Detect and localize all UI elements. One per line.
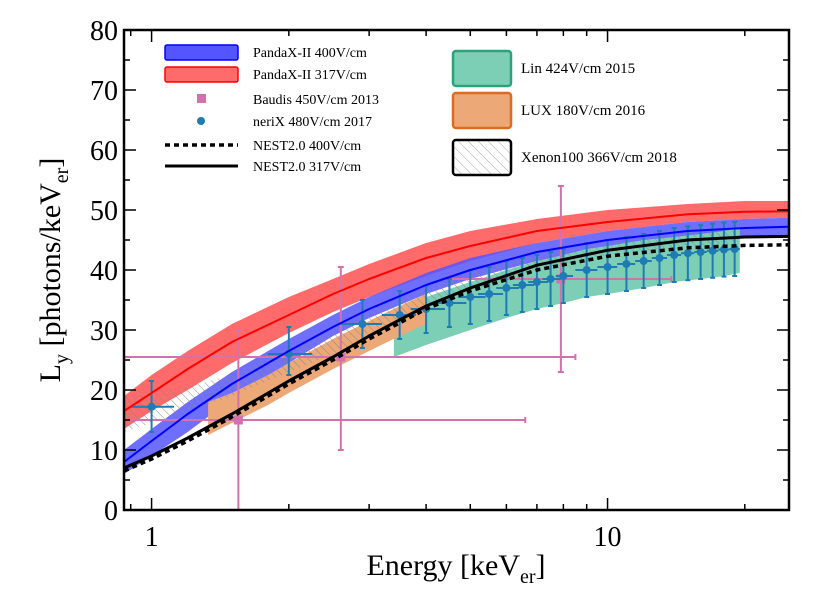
- nerix-marker: [395, 311, 404, 319]
- y-tick-label: 20: [90, 376, 118, 407]
- nerix-marker: [639, 257, 648, 265]
- legend-swatch: [164, 66, 239, 83]
- tick-labels-layer: 1 10 0 10 20 30 40 50 60 70 80: [90, 16, 622, 553]
- y-tick-label: 80: [90, 16, 118, 47]
- y-axis-label-sub2: er: [51, 167, 73, 183]
- nerix-point: [651, 230, 667, 286]
- nerix-marker: [655, 254, 664, 262]
- nerix-marker: [466, 293, 475, 301]
- y-axis-label: Ly [photons/keVer]: [34, 158, 73, 383]
- nerix-marker: [532, 278, 541, 286]
- x-axis-label: Energy [keVer]: [366, 549, 545, 588]
- nerix-marker: [485, 290, 494, 298]
- y-axis-label-tail: ]: [34, 158, 67, 168]
- x-tick-label: 10: [594, 522, 622, 553]
- nerix-point: [435, 278, 467, 328]
- nerix-marker: [708, 246, 717, 255]
- legend-label: Baudis 450V/cm 2013: [253, 93, 379, 108]
- x-axis-label-main: Energy [keV: [366, 549, 520, 582]
- nerix-point: [694, 224, 707, 280]
- nerix-marker: [518, 281, 527, 289]
- x-tick-label: 1: [145, 522, 159, 553]
- legend-entry-nest2-0-400v-cm: NEST2.0 400V/cm: [165, 139, 361, 154]
- nerix-point: [706, 222, 719, 279]
- legend-entry-xenon100-366v-cm-2018: Xenon100 366V/cm 2018: [451, 138, 677, 177]
- legend-entry-pandax-ii-400v-cm: PandaX-II 400V/cm: [164, 44, 367, 61]
- nerix-marker: [559, 272, 568, 280]
- y-axis-label-mid: [photons/keV: [34, 183, 67, 354]
- bands-layer: [124, 201, 789, 475]
- band-pandax-ii-317v-cm-band: [124, 201, 789, 429]
- legend-entry-baudis-450v-cm-2013: Baudis 450V/cm 2013: [197, 93, 379, 108]
- y-axis-label-main: L: [34, 364, 67, 382]
- legend-entry-lin-424v-cm-2015: Lin 424V/cm 2015: [451, 49, 635, 88]
- nerix-marker: [683, 249, 692, 258]
- nerix-point: [666, 227, 682, 283]
- y-tick-label: 0: [104, 496, 118, 527]
- legend-entry-lux-180v-cm-2016: LUX 180V/cm 2016: [451, 91, 646, 130]
- nerix-marker: [670, 251, 679, 259]
- nerix-marker: [622, 260, 631, 268]
- line-pandax-ii-317v-cm-fit: [124, 210, 789, 412]
- y-tick-label: 60: [90, 136, 118, 167]
- nerix-point: [555, 248, 574, 304]
- legend-label: LUX 180V/cm 2016: [521, 103, 646, 119]
- y-axis-label-sub: y: [51, 354, 73, 364]
- nerix-point: [635, 233, 652, 289]
- legend-label: PandaX-II 317V/cm: [253, 68, 367, 83]
- line-nest2-0-400v-cm: [124, 243, 789, 473]
- legend: PandaX-II 400V/cm PandaX-II 317V/cm Baudis…: [164, 44, 677, 177]
- nerix-marker: [445, 299, 454, 307]
- band-pandax-ii-400v-cm-band: [124, 217, 789, 475]
- nerix-point: [496, 260, 520, 316]
- nerix-point: [681, 225, 695, 282]
- nerix-marker: [358, 320, 367, 328]
- y-tick-label: 70: [90, 76, 118, 107]
- x-axis-label-tail: ]: [536, 549, 546, 582]
- legend-swatch: [197, 94, 206, 103]
- nerix-marker: [696, 248, 705, 256]
- legend-label: neriX 480V/cm 2017: [253, 115, 372, 130]
- y-tick-label: 50: [90, 196, 118, 227]
- y-tick-label: 10: [90, 436, 118, 467]
- nerix-point: [478, 266, 504, 322]
- legend-label: Lin 424V/cm 2015: [521, 61, 635, 77]
- nerix-marker: [502, 284, 511, 292]
- legend-swatch: [197, 117, 205, 125]
- line-nest2-0-317v-cm: [124, 234, 789, 470]
- legend-entry-nerix-480v-cm-2017: neriX 480V/cm 2017: [197, 115, 372, 130]
- legend-label: PandaX-II 400V/cm: [253, 46, 367, 61]
- legend-swatch: [451, 138, 513, 177]
- band-lin-424v-cm-2015: [393, 228, 740, 357]
- line-pandax-ii-400v-cm-fit: [124, 225, 789, 463]
- ticks-layer: [124, 29, 789, 511]
- nerix-marker: [603, 263, 612, 271]
- legend-entry-nest2-0-317v-cm: NEST2.0 317V/cm: [165, 160, 361, 175]
- y-tick-label: 40: [90, 256, 118, 287]
- nerix-marker: [582, 266, 591, 274]
- legend-label: NEST2.0 317V/cm: [253, 160, 361, 175]
- legend-entry-pandax-ii-317v-cm: PandaX-II 317V/cm: [164, 66, 367, 83]
- legend-label: Xenon100 366V/cm 2018: [521, 150, 677, 166]
- nerix-point: [130, 380, 175, 433]
- legend-swatch: [451, 91, 513, 130]
- legend-label: NEST2.0 400V/cm: [253, 139, 361, 154]
- nerix-marker: [546, 275, 555, 283]
- baudis-point: [124, 329, 527, 510]
- nerix-point: [575, 242, 598, 298]
- baudis-marker: [233, 415, 243, 425]
- legend-swatch: [451, 49, 513, 88]
- x-axis-label-sub: er: [520, 566, 536, 588]
- nerix-marker: [147, 402, 156, 411]
- legend-swatch: [164, 44, 239, 61]
- nerix-point: [512, 257, 535, 313]
- lines-layer: [124, 210, 789, 473]
- nerix-point: [617, 236, 636, 292]
- y-tick-label: 30: [90, 316, 118, 347]
